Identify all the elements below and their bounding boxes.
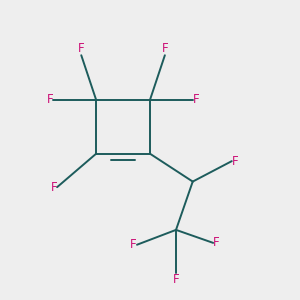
Text: F: F <box>232 154 238 168</box>
Text: F: F <box>130 238 137 251</box>
Text: F: F <box>193 93 200 106</box>
Text: F: F <box>213 236 220 249</box>
Text: F: F <box>47 93 53 106</box>
Text: F: F <box>50 181 57 194</box>
Text: F: F <box>78 42 85 55</box>
Text: F: F <box>161 42 168 55</box>
Text: F: F <box>173 273 179 286</box>
